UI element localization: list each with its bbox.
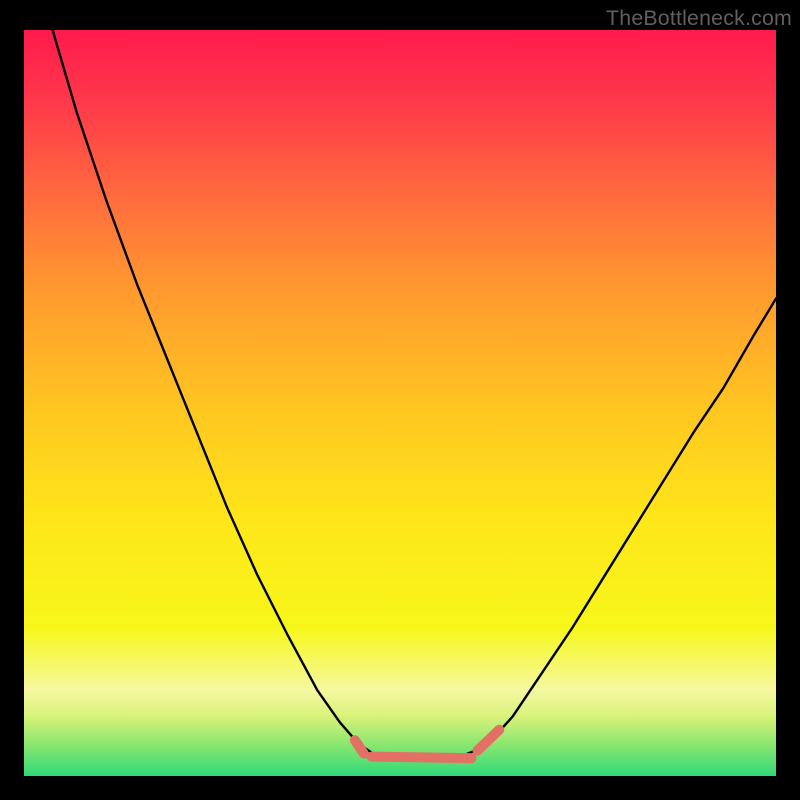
watermark-text: TheBottleneck.com bbox=[606, 6, 792, 31]
stage: TheBottleneck.com bbox=[0, 0, 800, 800]
gradient-background bbox=[24, 30, 776, 776]
highlight-segment-1 bbox=[371, 757, 471, 759]
bottleneck-curve-chart bbox=[24, 30, 776, 776]
plot-area bbox=[24, 30, 776, 776]
